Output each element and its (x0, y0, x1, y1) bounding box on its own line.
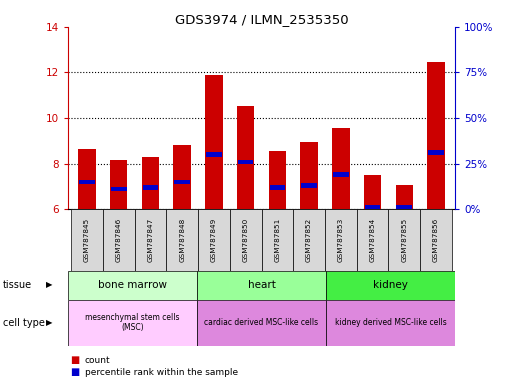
Text: GSM787845: GSM787845 (84, 218, 90, 262)
FancyBboxPatch shape (293, 209, 325, 271)
FancyBboxPatch shape (262, 209, 293, 271)
Bar (332, 128, 349, 209)
Bar (174, 180, 190, 184)
Text: GSM787850: GSM787850 (243, 218, 248, 262)
Bar (301, 183, 317, 188)
FancyBboxPatch shape (389, 209, 420, 271)
Bar (174, 146, 191, 209)
Text: tissue: tissue (3, 280, 32, 290)
Text: GSM787851: GSM787851 (275, 218, 280, 262)
Bar (238, 160, 254, 164)
Text: bone marrow: bone marrow (98, 280, 167, 290)
Bar (365, 205, 380, 210)
FancyBboxPatch shape (71, 209, 103, 271)
Bar (110, 160, 128, 209)
FancyBboxPatch shape (325, 209, 357, 271)
Text: ■: ■ (71, 367, 80, 377)
Bar (269, 185, 285, 190)
Text: count: count (85, 356, 110, 365)
Bar (396, 205, 412, 210)
Text: cell type: cell type (3, 318, 44, 328)
FancyBboxPatch shape (420, 209, 452, 271)
Text: GSM787849: GSM787849 (211, 218, 217, 262)
Text: mesenchymal stem cells
(MSC): mesenchymal stem cells (MSC) (85, 313, 180, 332)
Text: kidney: kidney (373, 280, 408, 290)
Text: kidney derived MSC-like cells: kidney derived MSC-like cells (335, 318, 447, 327)
Text: GSM787847: GSM787847 (147, 218, 153, 262)
Text: GSM787846: GSM787846 (116, 218, 122, 262)
Title: GDS3974 / ILMN_2535350: GDS3974 / ILMN_2535350 (175, 13, 348, 26)
FancyBboxPatch shape (326, 271, 455, 300)
Text: ▶: ▶ (47, 318, 53, 327)
FancyBboxPatch shape (357, 209, 389, 271)
Bar (364, 175, 381, 209)
Bar (142, 157, 159, 209)
Bar (143, 185, 158, 190)
FancyBboxPatch shape (134, 209, 166, 271)
Text: GSM787855: GSM787855 (401, 218, 407, 262)
Bar (395, 185, 413, 209)
Bar (333, 172, 349, 177)
Text: ▶: ▶ (47, 280, 53, 290)
Bar (427, 62, 445, 209)
FancyBboxPatch shape (326, 300, 455, 346)
Bar (269, 151, 286, 209)
Text: GSM787852: GSM787852 (306, 218, 312, 262)
FancyBboxPatch shape (230, 209, 262, 271)
FancyBboxPatch shape (198, 209, 230, 271)
FancyBboxPatch shape (197, 271, 326, 300)
FancyBboxPatch shape (166, 209, 198, 271)
FancyBboxPatch shape (197, 300, 326, 346)
Bar (205, 75, 223, 209)
Bar (206, 152, 222, 157)
Text: GSM787856: GSM787856 (433, 218, 439, 262)
FancyBboxPatch shape (68, 300, 197, 346)
Bar (79, 180, 95, 184)
Text: ■: ■ (71, 355, 80, 365)
Text: GSM787854: GSM787854 (370, 218, 376, 262)
Text: GSM787853: GSM787853 (338, 218, 344, 262)
FancyBboxPatch shape (68, 271, 197, 300)
Bar (237, 106, 254, 209)
Bar (300, 142, 318, 209)
Bar (78, 149, 96, 209)
Bar (111, 187, 127, 192)
Bar (428, 151, 444, 155)
FancyBboxPatch shape (103, 209, 134, 271)
Text: heart: heart (247, 280, 276, 290)
Text: percentile rank within the sample: percentile rank within the sample (85, 368, 238, 377)
Text: cardiac derived MSC-like cells: cardiac derived MSC-like cells (204, 318, 319, 327)
Text: GSM787848: GSM787848 (179, 218, 185, 262)
